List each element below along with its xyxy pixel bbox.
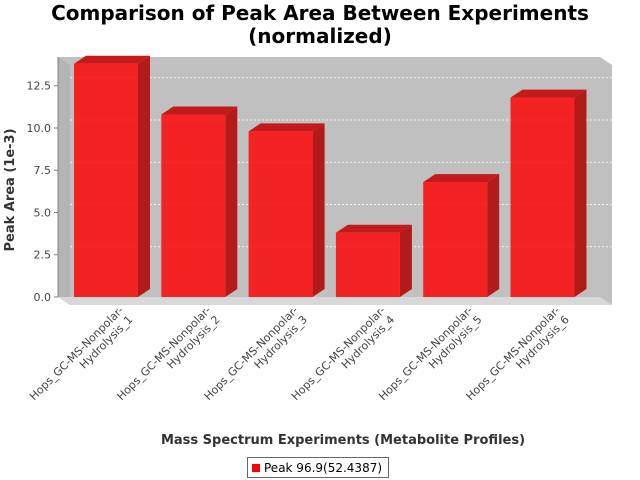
- bar: [423, 174, 500, 297]
- bars: [74, 55, 587, 298]
- chart-title-line1: Comparison of Peak Area Between Experime…: [51, 1, 589, 25]
- legend-swatch: [252, 463, 260, 472]
- bar-top: [74, 55, 150, 64]
- bar-side: [399, 224, 412, 297]
- bar-front: [161, 114, 226, 298]
- bar: [510, 89, 587, 297]
- y-axis-label: Peak Area (1e-3): [3, 128, 18, 251]
- bar-side: [138, 55, 150, 298]
- bar: [161, 106, 238, 298]
- bar-top: [335, 224, 412, 233]
- bar: [335, 224, 412, 297]
- bar: [74, 55, 150, 298]
- y-axis: 0.0 2.5 5.0 7.5 10.0 12.5: [27, 57, 59, 304]
- bar-front: [510, 97, 575, 297]
- y-tick-label: 2.5: [34, 249, 52, 262]
- bar-side: [574, 89, 587, 297]
- x-tick-label-line: Hops_GC-MS-Nonpolar-: [27, 304, 126, 403]
- chart-title-line2: (normalized): [248, 24, 392, 48]
- bar-top: [161, 106, 238, 115]
- legend: Peak 96.9(52.4387): [247, 457, 390, 478]
- bar-side: [225, 106, 238, 298]
- bar-top: [510, 89, 587, 98]
- bar-front: [248, 131, 313, 297]
- bar-side: [312, 123, 325, 297]
- bar-front: [335, 232, 400, 297]
- x-axis-label: Mass Spectrum Experiments (Metabolite Pr…: [161, 433, 525, 448]
- y-tick-label: 0.0: [34, 291, 52, 304]
- bar-front: [423, 182, 488, 297]
- legend-label: Peak 96.9(52.4387): [264, 460, 383, 475]
- plot-floor: [58, 297, 612, 305]
- y-tick-label: 5.0: [34, 206, 52, 219]
- bar: [248, 123, 325, 297]
- y-tick-label: 10.0: [27, 122, 52, 135]
- plot-left-wall: [58, 57, 70, 297]
- bar-side: [487, 174, 500, 297]
- bar-top: [248, 123, 325, 132]
- y-tick-label: 7.5: [34, 164, 52, 177]
- x-axis: Hops_GC-MS-Nonpolar-Hydrolysis_1Hops_GC-…: [27, 304, 572, 403]
- bar-front: [74, 63, 138, 298]
- chart-title: Comparison of Peak Area Between Experime…: [0, 2, 640, 48]
- y-tick-label: 12.5: [27, 80, 52, 93]
- bar-top: [423, 174, 500, 183]
